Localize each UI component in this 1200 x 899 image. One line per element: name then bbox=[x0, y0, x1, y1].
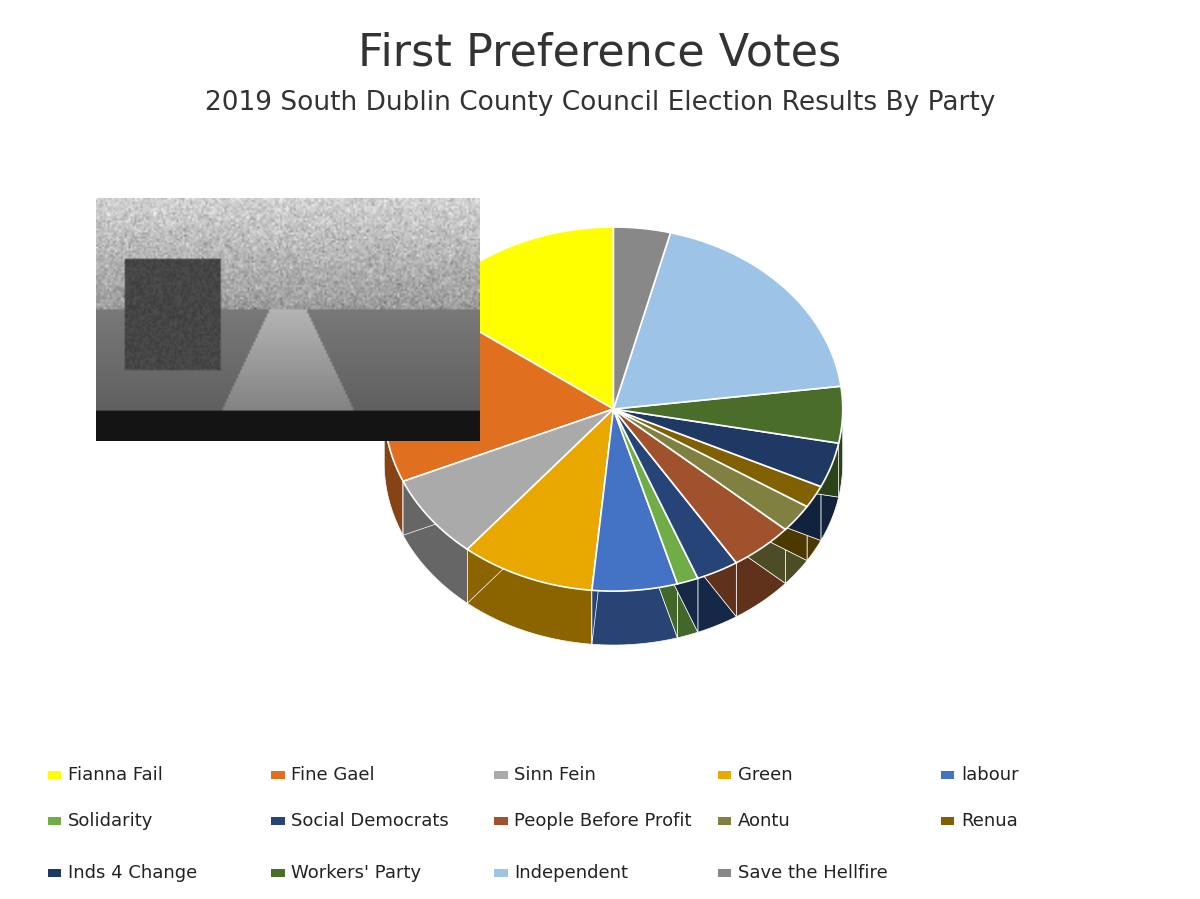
Polygon shape bbox=[839, 409, 842, 497]
Polygon shape bbox=[613, 409, 737, 617]
Bar bbox=[494, 771, 508, 779]
Polygon shape bbox=[613, 227, 671, 409]
Polygon shape bbox=[613, 409, 808, 561]
Text: Aontu: Aontu bbox=[738, 812, 791, 830]
Polygon shape bbox=[613, 233, 841, 409]
Polygon shape bbox=[613, 409, 786, 563]
Text: First Preference Votes: First Preference Votes bbox=[359, 31, 841, 75]
Polygon shape bbox=[467, 409, 613, 591]
Bar bbox=[494, 817, 508, 825]
Polygon shape bbox=[403, 481, 467, 603]
Text: People Before Profit: People Before Profit bbox=[515, 812, 692, 830]
Polygon shape bbox=[613, 409, 808, 561]
Polygon shape bbox=[613, 409, 808, 530]
Polygon shape bbox=[467, 409, 613, 603]
Polygon shape bbox=[613, 409, 839, 497]
Bar bbox=[718, 771, 731, 779]
Polygon shape bbox=[613, 409, 698, 632]
Polygon shape bbox=[592, 409, 678, 591]
Text: Fine Gael: Fine Gael bbox=[292, 766, 374, 784]
Bar bbox=[941, 817, 954, 825]
Polygon shape bbox=[613, 409, 821, 507]
Polygon shape bbox=[808, 486, 821, 561]
Polygon shape bbox=[613, 409, 678, 637]
Polygon shape bbox=[737, 530, 786, 617]
Text: Sinn Fein: Sinn Fein bbox=[515, 766, 596, 784]
Text: Renua: Renua bbox=[961, 812, 1018, 830]
Polygon shape bbox=[592, 583, 678, 645]
Polygon shape bbox=[403, 409, 613, 535]
Bar bbox=[271, 868, 284, 877]
Polygon shape bbox=[613, 409, 678, 637]
Polygon shape bbox=[384, 411, 403, 535]
Polygon shape bbox=[403, 409, 613, 549]
Polygon shape bbox=[698, 563, 737, 632]
Polygon shape bbox=[613, 409, 839, 486]
Bar bbox=[494, 868, 508, 877]
Text: 2019 South Dublin County Council Election Results By Party: 2019 South Dublin County Council Electio… bbox=[205, 90, 995, 116]
Polygon shape bbox=[384, 302, 613, 481]
Text: Independent: Independent bbox=[515, 864, 629, 882]
Polygon shape bbox=[821, 443, 839, 540]
Bar bbox=[271, 771, 284, 779]
Text: Save the Hellfire: Save the Hellfire bbox=[738, 864, 888, 882]
Polygon shape bbox=[613, 387, 842, 443]
Bar bbox=[48, 817, 61, 825]
Bar bbox=[718, 817, 731, 825]
Polygon shape bbox=[592, 409, 613, 645]
Bar bbox=[718, 868, 731, 877]
Ellipse shape bbox=[384, 280, 842, 645]
Polygon shape bbox=[613, 409, 698, 632]
Bar bbox=[941, 771, 954, 779]
Text: labour: labour bbox=[961, 766, 1019, 784]
Polygon shape bbox=[592, 409, 613, 645]
Polygon shape bbox=[467, 549, 592, 645]
Text: Solidarity: Solidarity bbox=[68, 812, 154, 830]
Text: Fianna Fail: Fianna Fail bbox=[68, 766, 163, 784]
Polygon shape bbox=[613, 409, 737, 578]
Bar bbox=[271, 817, 284, 825]
Text: Workers' Party: Workers' Party bbox=[292, 864, 421, 882]
Bar bbox=[48, 868, 61, 877]
Polygon shape bbox=[613, 409, 786, 583]
Polygon shape bbox=[786, 507, 808, 583]
Polygon shape bbox=[613, 409, 839, 497]
Polygon shape bbox=[467, 409, 613, 603]
Text: Social Democrats: Social Democrats bbox=[292, 812, 449, 830]
Polygon shape bbox=[428, 227, 613, 409]
Text: Inds 4 Change: Inds 4 Change bbox=[68, 864, 197, 882]
Polygon shape bbox=[613, 409, 821, 540]
Text: Green: Green bbox=[738, 766, 792, 784]
Polygon shape bbox=[613, 409, 821, 540]
Bar bbox=[48, 771, 61, 779]
Polygon shape bbox=[613, 409, 737, 617]
Polygon shape bbox=[678, 578, 698, 637]
Polygon shape bbox=[613, 409, 698, 583]
Polygon shape bbox=[613, 409, 786, 583]
Polygon shape bbox=[403, 409, 613, 535]
